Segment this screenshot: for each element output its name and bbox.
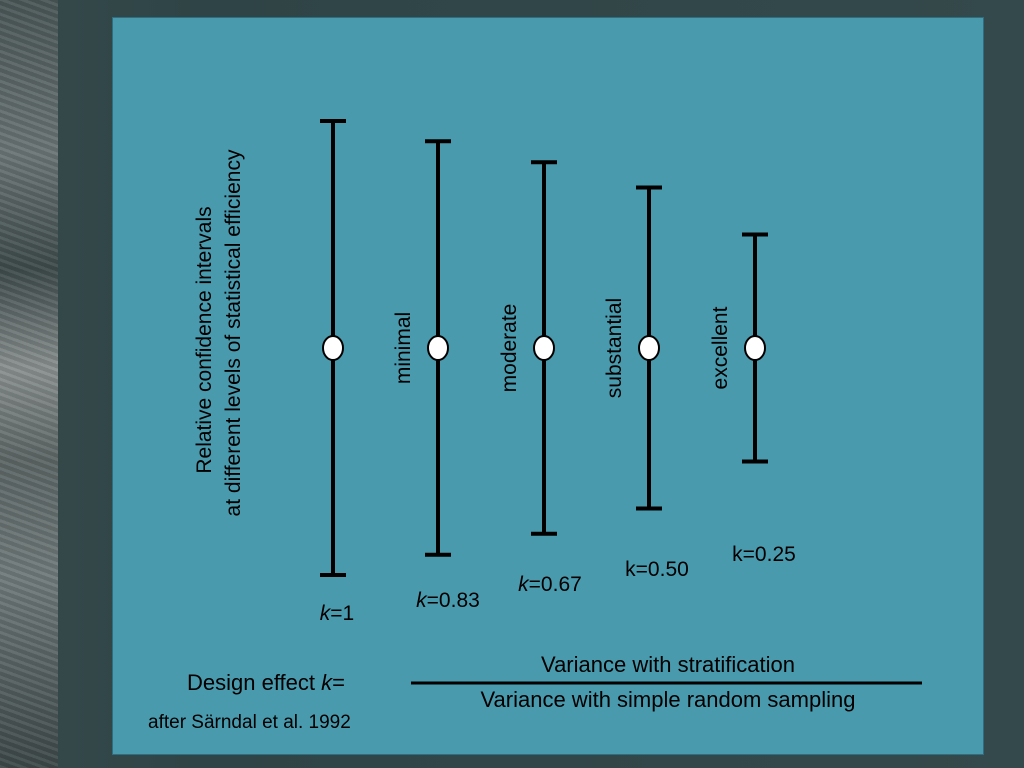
citation: after Särndal et al. 1992 (148, 712, 351, 733)
error-bar-3 (636, 185, 662, 511)
y-axis-label-line1: Relative confidence intervals (193, 206, 216, 473)
point-marker (638, 335, 660, 361)
y-axis-label-line2: at different levels of statistical effic… (222, 149, 245, 516)
slide-panel (112, 17, 984, 755)
k-label-3: k=0.50 (625, 558, 689, 581)
category-label-excellent: excellent (709, 306, 732, 389)
category-label-substantial: substantial (603, 298, 626, 398)
k-label-4: k=0.25 (732, 543, 796, 566)
point-marker (533, 335, 555, 361)
point-marker (744, 335, 766, 361)
error-bar-2 (531, 160, 557, 536)
error-bar-1 (425, 139, 451, 557)
k-label-0: k=1 (320, 602, 354, 625)
k-label-1: k=0.83 (416, 589, 480, 612)
formula-denominator: Variance with simple random sampling (481, 687, 856, 712)
error-bars (320, 119, 768, 577)
formula-numerator: Variance with stratification (541, 652, 795, 677)
decorative-map-strip (0, 0, 58, 768)
category-label-minimal: minimal (392, 312, 415, 384)
error-bar-0 (320, 119, 346, 577)
y-axis-label: Relative confidence intervals at differe… (193, 149, 245, 516)
design-effect-formula: Design effect k= Variance with stratific… (148, 652, 922, 733)
error-bar-4 (742, 232, 768, 464)
k-labels: k=1 k=0.83 k=0.67 k=0.50 k=0.25 (320, 543, 796, 625)
formula-prefix: Design effect k= (187, 670, 345, 695)
k-label-2: k=0.67 (518, 573, 582, 596)
point-marker (322, 335, 344, 361)
category-labels: minimal moderate substantial excellent (392, 298, 732, 398)
point-marker (427, 335, 449, 361)
category-label-moderate: moderate (498, 304, 521, 393)
